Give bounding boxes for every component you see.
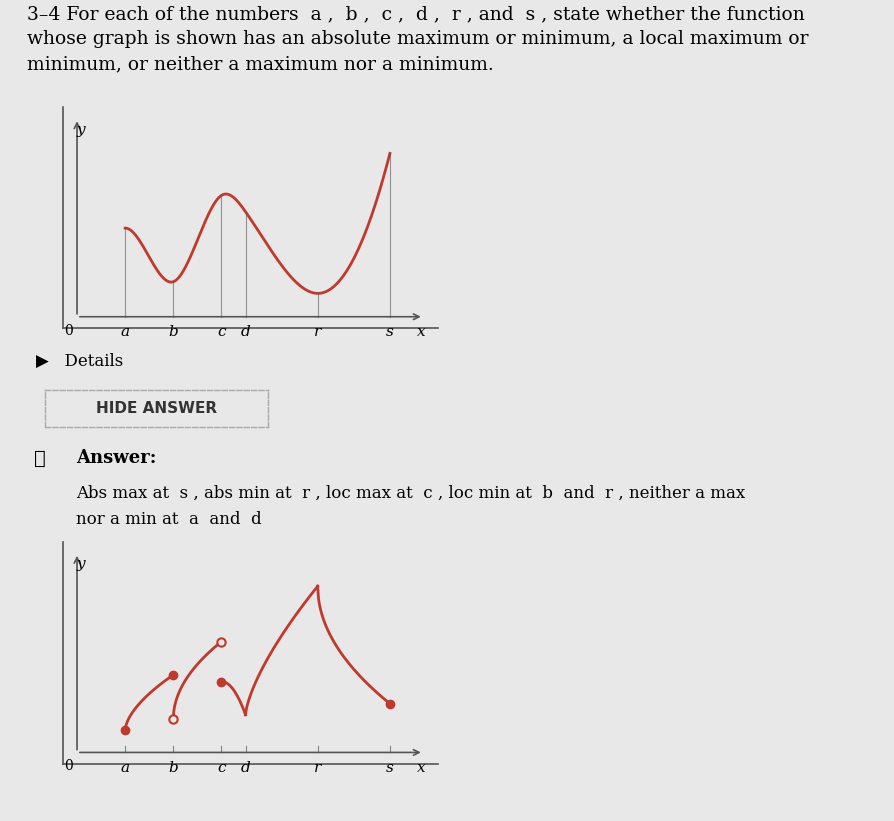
Text: b: b: [168, 761, 178, 775]
Text: d: d: [240, 761, 250, 775]
Text: y: y: [77, 557, 85, 571]
Text: c: c: [217, 325, 225, 339]
Text: s: s: [386, 761, 394, 775]
Text: Abs max at  s , abs min at  r , loc max at  c , loc min at  b  and  r , neither : Abs max at s , abs min at r , loc max at…: [76, 484, 746, 528]
Text: y: y: [77, 123, 85, 137]
Text: r: r: [314, 761, 321, 775]
Text: ▶   Details: ▶ Details: [36, 353, 123, 369]
Text: b: b: [168, 325, 178, 339]
Text: 0: 0: [64, 759, 72, 773]
Text: 0: 0: [64, 323, 72, 337]
Text: c: c: [217, 761, 225, 775]
Text: r: r: [314, 325, 321, 339]
Text: x: x: [417, 761, 426, 775]
Text: HIDE ANSWER: HIDE ANSWER: [96, 401, 217, 416]
Text: Answer:: Answer:: [76, 448, 156, 466]
Text: ✅: ✅: [34, 448, 46, 468]
Text: a: a: [121, 761, 130, 775]
Text: 3–4 For each of the numbers  a ,  b ,  c ,  d ,  r , and  s , state whether the : 3–4 For each of the numbers a , b , c , …: [27, 5, 808, 73]
Text: d: d: [240, 325, 250, 339]
Text: a: a: [121, 325, 130, 339]
Text: x: x: [417, 325, 426, 339]
Text: s: s: [386, 325, 394, 339]
